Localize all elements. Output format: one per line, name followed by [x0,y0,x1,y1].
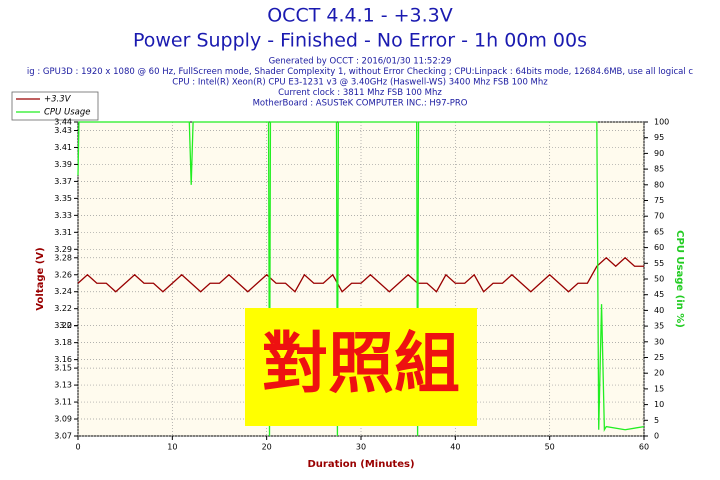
y2-tick-label: 100 [654,118,669,127]
y2-tick-label: 15 [654,384,664,393]
info-line: Generated by OCCT : 2016/01/30 11:52:29 [269,57,452,67]
x-tick-label: 50 [545,443,555,452]
y2-tick-label: 35 [654,322,664,331]
x-tick-label: 20 [262,443,272,452]
info-line: CPU : Intel(R) Xeon(R) CPU E3-1231 v3 @ … [172,78,548,88]
legend-label: CPU Usage [44,108,90,118]
y-tick-label: 3.35 [54,194,72,203]
legend [11,91,99,121]
y2-tick-label: 65 [654,227,664,236]
info-line: Current clock : 3811 Mhz FSB 100 Mhz [278,88,442,98]
x-axis-label: Duration (Minutes) [307,459,414,470]
y-tick-label: 3.20 [54,321,72,330]
y-tick-label: 3.09 [54,415,72,424]
chart-subtitle: Power Supply - Finished - No Error - 1h … [133,30,587,52]
y-tick-label: 3.26 [54,270,72,279]
y2-tick-label: 75 [654,196,664,205]
series-line [77,256,644,293]
overlay-box [245,308,477,426]
y2-tick-label: 5 [654,416,659,425]
y2-tick-label: 50 [654,275,664,284]
y-tick-label: 3.15 [54,364,72,373]
x-tick-label: 10 [167,443,177,452]
y2-tick-label: 45 [654,290,664,299]
y-tick-label: 3.33 [54,211,72,220]
y-tick-label: 3.29 [54,245,72,254]
series-line [77,121,645,437]
y-tick-label: 3.18 [54,338,72,347]
y2-tick-label: 10 [654,400,664,409]
y-tick-label: 3.11 [54,398,72,407]
x-tick-label: 0 [75,443,80,452]
y-tick-label: 3.37 [54,177,72,186]
y2-tick-label: 55 [654,259,664,268]
y-tick-label: 3.44 [54,118,72,127]
legend-label: +3.3V [44,95,72,105]
x-tick-label: 30 [356,443,366,452]
info-line: MotherBoard : ASUSTeK COMPUTER INC.: H97… [253,99,468,109]
y-tick-label: 3.2 [59,321,72,330]
y-tick-label: 3.28 [54,253,72,262]
y2-tick-label: 0 [654,432,659,441]
y2-tick-label: 80 [654,180,664,189]
info-line: ig : GPU3D : 1920 x 1080 @ 60 Hz, FullSc… [27,67,694,77]
y2-tick-label: 40 [654,306,664,315]
x-tick-label: 60 [639,443,649,452]
y-tick-label: 3.31 [54,228,72,237]
y-axis-label: Voltage (V) [35,247,46,310]
chart-title: OCCT 4.4.1 - +3.3V [267,5,453,27]
y-tick-label: 3.43 [54,126,72,135]
x-tick-label: 40 [450,443,460,452]
y-tick-label: 3.13 [54,381,72,390]
y-tick-label: 3.41 [54,143,72,152]
y2-tick-label: 25 [654,353,664,362]
y-tick-label: 3.16 [54,355,72,364]
y2-tick-label: 85 [654,165,664,174]
y2-tick-label: 70 [654,212,664,221]
overlay-label: 對照組 [262,325,460,402]
y2-tick-label: 95 [654,133,664,142]
y2-tick-label: 60 [654,243,664,252]
y-tick-label: 3.22 [54,304,72,313]
y2-tick-label: 30 [654,337,664,346]
y2-axis-label: CPU Usage (in %) [674,230,685,328]
y-tick-label: 3.39 [54,160,72,169]
y-tick-label: 3.07 [54,432,72,441]
y2-tick-label: 20 [654,369,664,378]
y2-tick-label: 90 [654,149,664,158]
y-tick-label: 3.24 [54,287,72,296]
